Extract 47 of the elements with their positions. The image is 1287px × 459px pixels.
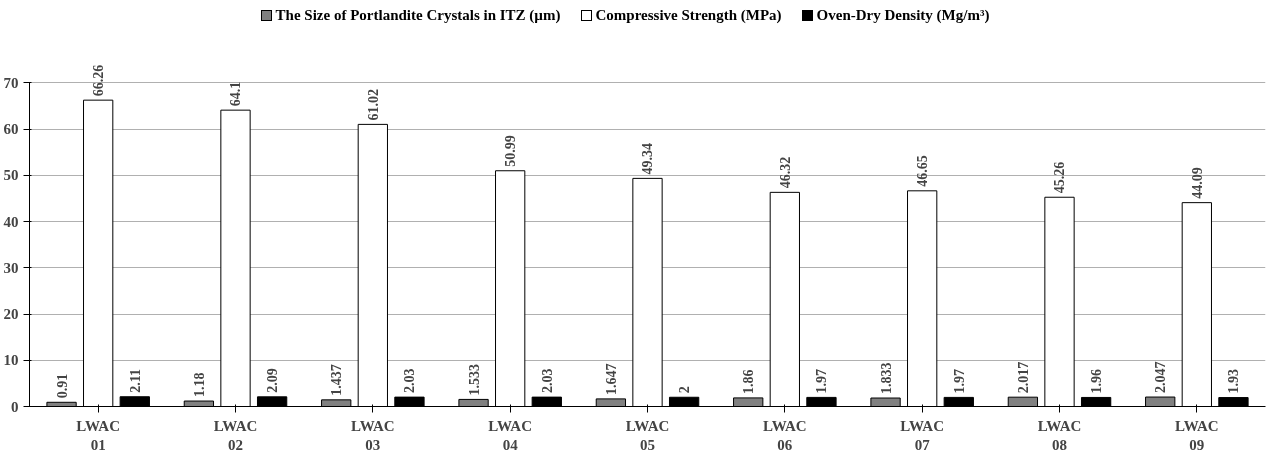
y-tick-label: 40	[3, 213, 19, 230]
data-label: 45.26	[1052, 161, 1068, 194]
data-label: 44.09	[1189, 167, 1205, 199]
x-tick-label: LWAC 03	[351, 417, 395, 453]
data-label: 1.647	[603, 363, 619, 395]
data-label: 0.91	[54, 373, 70, 399]
y-tick-label: 30	[3, 259, 19, 276]
x-tick-label: LWAC 08	[1037, 417, 1082, 453]
data-label: 2.017	[1015, 361, 1031, 394]
data-label: 1.533	[466, 363, 482, 396]
data-label: 2.11	[127, 369, 143, 393]
data-label: 2.09	[265, 368, 281, 393]
y-tick-label: 70	[3, 74, 19, 91]
x-tick-label: LWAC 05	[625, 417, 670, 453]
legend-label: Oven-Dry Density (Mg/m³)	[815, 6, 990, 25]
data-label: 1.437	[329, 364, 345, 396]
legend-label: Compressive Strength (MPa)	[594, 6, 782, 25]
data-label: 2	[677, 386, 693, 394]
x-tick-label: LWAC 02	[213, 417, 258, 453]
data-label: 2.03	[539, 368, 555, 394]
data-label: 1.833	[878, 362, 894, 395]
x-tick-label: LWAC 04	[488, 417, 532, 453]
y-tick-label: 50	[3, 167, 19, 184]
data-label: 1.96	[1089, 368, 1105, 394]
legend-label: The Size of Portlandite Crystals in ITZ (µm)	[274, 6, 561, 25]
x-tick-label: LWAC 07	[900, 417, 944, 453]
y-tick-label: 60	[3, 121, 19, 138]
data-label: 61.02	[365, 88, 381, 121]
data-label: 49.34	[640, 142, 656, 175]
data-label: 46.32	[777, 156, 793, 189]
data-label: 1.86	[741, 369, 757, 394]
y-tick-label: 0	[11, 398, 19, 415]
data-label: 1.97	[814, 368, 830, 394]
data-label: 64.1	[228, 81, 244, 107]
y-tick-label: 10	[3, 352, 19, 369]
x-tick-label: LWAC 09	[1175, 417, 1219, 453]
data-label: 46.65	[915, 155, 931, 187]
data-label: 1.93	[1226, 369, 1242, 394]
data-label: 50.99	[503, 135, 519, 167]
data-label: 66.26	[91, 64, 107, 97]
y-tick-label: 20	[3, 306, 19, 323]
x-tick-label: LWAC 06	[763, 417, 807, 453]
data-label: 1.18	[191, 372, 207, 398]
data-label: 2.03	[402, 368, 418, 394]
data-label: 2.047	[1153, 361, 1169, 394]
x-tick-label: LWAC 01	[76, 417, 120, 453]
data-label: 1.97	[951, 368, 967, 394]
